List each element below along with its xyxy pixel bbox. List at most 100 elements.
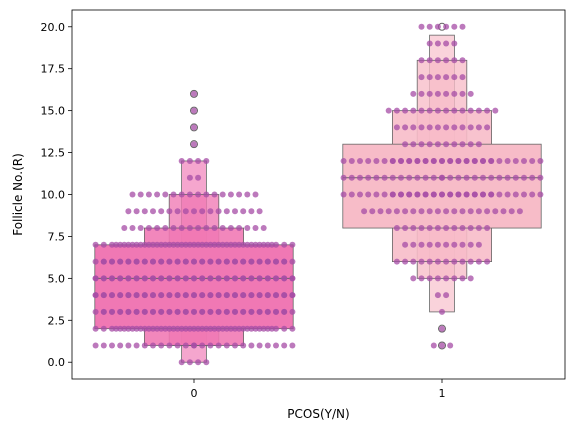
swarm-point [273,258,279,265]
swarm-point [133,258,140,265]
swarm-point [215,325,222,332]
swarm-point [207,292,214,299]
swarm-point [170,325,177,332]
swarm-point [475,141,482,148]
swarm-point [467,90,474,97]
swarm-point [162,325,169,332]
swarm-point [227,191,234,198]
swarm-point [365,191,372,198]
swarm-point [389,174,396,181]
swarm-point [264,325,271,332]
swarm-point [439,158,445,164]
swarm-point [426,90,433,97]
swarm-point [215,241,222,248]
swarm-point [459,258,466,265]
swarm-point [521,191,527,198]
swarm-point [141,325,148,332]
swarm-point [402,241,409,248]
swarm-point [170,191,177,198]
swarm-point [348,191,355,198]
swarm-point [385,107,392,114]
swarm-point [289,275,296,282]
swarm-point [207,208,214,215]
swarm-point [434,241,441,248]
swarm-point [281,342,288,349]
swarm-point [178,241,185,248]
swarm-point [484,107,491,114]
swarm-point [451,124,458,131]
swarm-point [451,90,458,97]
outlier-point [438,324,446,333]
swarm-point [521,174,527,181]
swarm-point [236,325,243,332]
swarm-point [199,325,206,332]
swarm-point [125,342,132,349]
swarm-point [467,241,474,248]
swarm-point [186,191,193,198]
swarm-point [256,241,263,248]
swarm-point [340,191,347,198]
swarm-point [191,141,197,148]
swarm-point [232,258,238,265]
swarm-point [504,191,511,198]
swarm-point [162,241,169,248]
swarm-point [414,191,421,198]
swarm-point [443,258,450,265]
swarm-point [92,325,99,332]
swarm-point [166,292,173,299]
y-tick-label: 0.0 [48,356,66,369]
swarm-point [480,158,486,164]
swarm-point [369,208,376,215]
swarm-point [402,124,409,131]
swarm-point [92,308,99,315]
swarm-point [459,107,466,114]
swarm-point [195,359,202,366]
swarm-point [418,258,425,265]
swarm-point [455,191,462,198]
swarm-point [199,208,206,215]
swarm-point [340,158,347,164]
swarm-point [195,325,202,332]
swarm-point [207,342,214,349]
swarm-point [133,292,140,299]
swarm-point [340,174,347,181]
swarm-point [410,208,417,215]
swarm-point [402,258,409,265]
swarm-point [125,292,132,299]
swarm-point [191,308,197,315]
swarm-point [170,225,177,231]
swarm-point [418,208,425,215]
swarm-point [109,241,115,248]
swarm-point [244,225,251,231]
swarm-point [467,107,474,114]
swarm-point [289,342,296,349]
swarm-point [133,275,140,282]
swarm-point [256,292,263,299]
swarm-point [244,325,251,332]
swarm-point [273,292,279,299]
swarm-point [459,57,466,64]
y-tick-label: 15.0 [41,105,66,118]
swarm-point [451,208,458,215]
swarm-point [178,191,185,198]
swarm-point [145,225,152,231]
swarm-point [240,342,247,349]
swarm-point [191,275,197,282]
swarm-point [240,258,247,265]
swarm-point [418,241,425,248]
swarm-point [496,174,503,181]
swarm-point [393,124,400,131]
swarm-point [410,90,417,97]
swarm-point [512,158,519,164]
swarm-point [488,191,495,198]
swarm-point [281,292,288,299]
swarm-point [273,342,279,349]
swarm-point [264,258,271,265]
swarm-point [434,107,441,114]
swarm-point [211,241,218,248]
swarm-point [451,258,458,265]
swarm-point [191,342,197,349]
swarm-point [129,225,136,231]
swarm-point [158,342,165,349]
swarm-point [471,158,478,164]
